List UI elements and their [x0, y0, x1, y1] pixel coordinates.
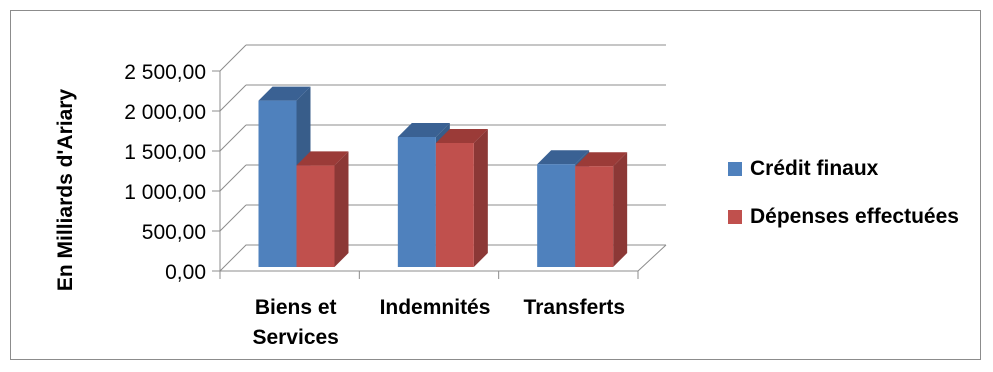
y-axis: 0,00 500,00 1 000,00 1 500,00 2 000,00 2 500,…: [124, 61, 220, 284]
legend-swatch: [728, 162, 742, 176]
x-tick-label: Transferts: [524, 296, 626, 319]
bars: [258, 86, 628, 267]
legend-swatch: [728, 210, 742, 224]
bar-top: [537, 150, 590, 165]
bar-side: [473, 129, 488, 267]
bar-top: [575, 152, 628, 167]
chart-frame: [10, 10, 981, 360]
x-tick-label: Indemnités: [380, 296, 491, 319]
floor-right-edge: [637, 244, 667, 272]
bar-top: [397, 123, 450, 137]
bar-side: [334, 151, 349, 267]
bar: [435, 143, 474, 267]
bar: [296, 165, 335, 267]
y-tick-label: 2 500,00: [124, 61, 206, 84]
y-tick-label: 2 000,00: [124, 101, 206, 124]
legend-label: Dépenses effectuées: [750, 205, 959, 228]
y-tick-label: 1 500,00: [124, 141, 206, 164]
gridline-depth: [219, 164, 247, 192]
y-tick-label: 500,00: [142, 221, 206, 244]
gridline-depth: [219, 84, 247, 112]
x-axis: Biens et Services Indemnités Transferts: [219, 271, 639, 349]
bar: [575, 166, 614, 267]
floor-back-edge: [219, 244, 666, 272]
y-tick-label: 1 000,00: [124, 181, 206, 204]
gridline-depth: [219, 204, 247, 232]
bar-top: [435, 129, 488, 143]
y-tick-label: 0,00: [165, 261, 206, 284]
x-tick-label: Biens et Services: [252, 296, 338, 349]
gridline-depth: [219, 124, 247, 152]
bar: [397, 137, 436, 267]
bar-top: [296, 151, 349, 166]
bar-side: [613, 152, 628, 267]
legend-label: Crédit finaux: [750, 157, 879, 180]
gridline-depth: [219, 44, 247, 72]
legend: Crédit finaux Dépenses effectuées: [728, 157, 959, 228]
bar: [258, 100, 297, 267]
bar: [537, 164, 576, 267]
y-axis-label: En Milliards d'Ariary: [54, 89, 77, 292]
chart-walls: [219, 71, 667, 272]
bar-top: [258, 86, 311, 101]
